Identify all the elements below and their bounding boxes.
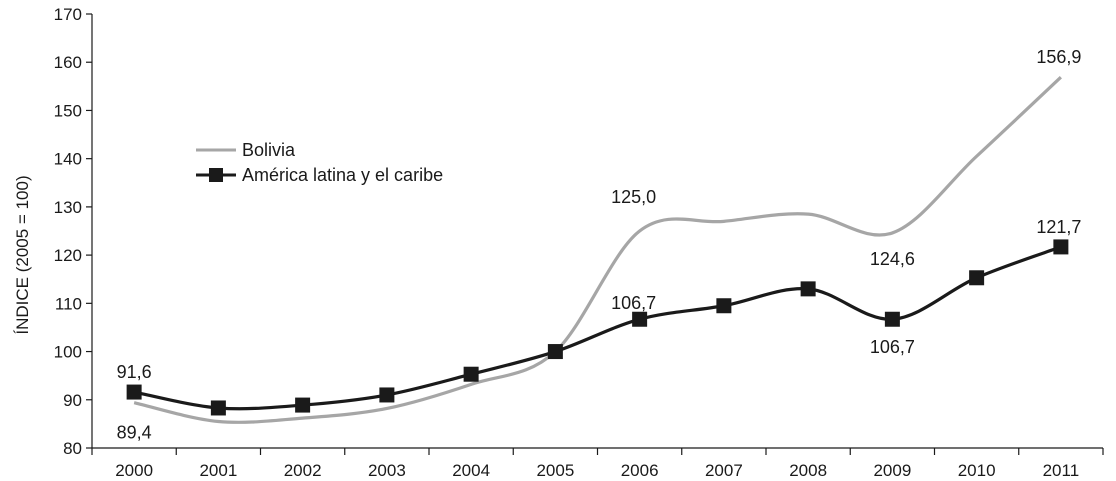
data-point-1-1 — [210, 400, 226, 416]
x-tick-label: 2004 — [452, 461, 490, 480]
series-line-0 — [133, 76, 1062, 424]
x-tick-label: 2007 — [705, 461, 743, 480]
data-point-1-9 — [884, 311, 900, 327]
data-label: 106,7 — [611, 293, 656, 313]
series-layer — [126, 76, 1069, 424]
data-point-1-7 — [716, 298, 732, 314]
x-tick-label: 2008 — [789, 461, 827, 480]
x-tick-label: 2009 — [873, 461, 911, 480]
y-tick-label: 170 — [54, 5, 82, 24]
x-tick-label: 2001 — [199, 461, 237, 480]
x-tick-label: 2000 — [115, 461, 153, 480]
data-point-1-8 — [800, 281, 816, 297]
x-tick-label: 2011 — [1043, 461, 1080, 480]
axes — [91, 14, 1103, 449]
data-label: 124,6 — [870, 249, 915, 269]
data-label: 91,6 — [117, 362, 152, 382]
data-point-1-10 — [969, 270, 985, 286]
y-tick-label: 140 — [54, 150, 82, 169]
y-tick-label: 80 — [63, 439, 82, 458]
x-tick-label: 2006 — [621, 461, 659, 480]
data-label: 156,9 — [1036, 47, 1081, 67]
y-axis-title: ÍNDICE (2005 = 100) — [13, 175, 32, 334]
x-tick-label: 2003 — [368, 461, 406, 480]
data-point-1-5 — [547, 344, 563, 360]
legend-marker-america-latina — [209, 168, 223, 182]
data-point-1-2 — [295, 397, 311, 413]
data-label: 89,4 — [117, 423, 152, 443]
data-point-1-11 — [1053, 239, 1069, 255]
y-tick-label: 100 — [54, 343, 82, 362]
x-tick-label: 2002 — [284, 461, 322, 480]
legend: Bolivia América latina y el caribe — [196, 140, 443, 185]
data-label: 125,0 — [611, 187, 656, 207]
legend-label-america-latina: América latina y el caribe — [242, 165, 443, 185]
y-tick-label: 120 — [54, 246, 82, 265]
y-tick-label: 150 — [54, 101, 82, 120]
y-tick-label: 160 — [54, 53, 82, 72]
x-tick-label: 2010 — [958, 461, 996, 480]
y-tick-label: 130 — [54, 198, 82, 217]
x-axis-ticks: 2000 2001 2002 2003 2004 2005 2006 2007 2008 2009… — [91, 448, 1104, 480]
series-line-1 — [133, 245, 1062, 411]
data-point-1-3 — [379, 387, 395, 403]
x-tick-label: 2005 — [536, 461, 574, 480]
data-point-1-0 — [126, 384, 142, 400]
data-point-1-4 — [463, 366, 479, 382]
legend-label-bolivia: Bolivia — [242, 140, 296, 160]
y-tick-label: 90 — [63, 391, 82, 410]
data-label: 106,7 — [870, 337, 915, 357]
y-axis-ticks: 80 90 100 110 120 130 140 150 160 170 — [54, 5, 92, 458]
y-tick-label: 110 — [55, 294, 82, 313]
data-label: 121,7 — [1036, 217, 1081, 237]
data-point-1-6 — [632, 311, 648, 327]
data-labels: 89,4 91,6 125,0 106,7 124,6 106,7 156,9 121,7 — [117, 47, 1082, 443]
